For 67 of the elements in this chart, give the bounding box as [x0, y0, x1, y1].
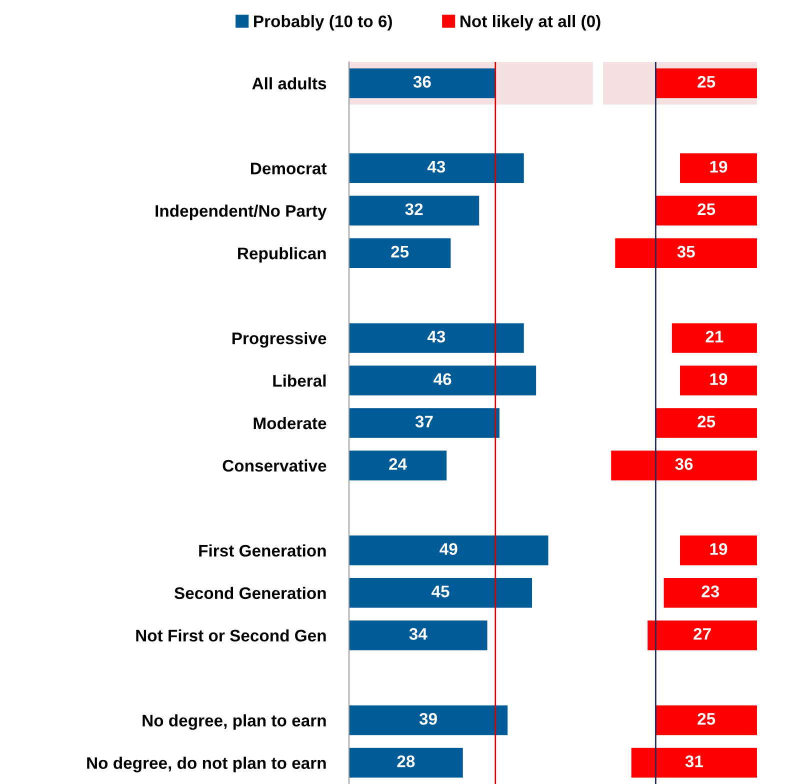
data-label: 25: [698, 712, 716, 725]
bar: [656, 196, 757, 226]
data-label: 19: [710, 160, 728, 173]
data-label: 43: [427, 160, 446, 173]
data-label: 45: [431, 586, 450, 598]
data-label: 49: [440, 543, 458, 555]
data-label: 24: [389, 458, 407, 470]
bar: [349, 536, 548, 566]
bar: [349, 153, 524, 184]
y-tick-label: Not First or Second Gen: [136, 629, 326, 642]
data-label: 37: [415, 416, 433, 428]
data-label: 43: [427, 330, 446, 343]
bar: [680, 366, 757, 396]
data-label: 23: [702, 586, 720, 598]
data-label: 19: [710, 373, 728, 386]
data-label: 25: [391, 246, 409, 258]
bar: [349, 408, 500, 438]
y-tick-label: Moderate: [254, 416, 326, 430]
data-label: 36: [413, 76, 431, 88]
data-label: 25: [698, 416, 716, 428]
legend-label: Probably (10 to 6): [254, 15, 392, 31]
data-label: 28: [397, 755, 415, 768]
bar: [349, 748, 463, 778]
y-tick-label: Progressive: [232, 332, 326, 348]
bar: [611, 450, 757, 480]
y-tick-label: Democrat: [251, 162, 327, 174]
bar: [349, 450, 447, 480]
data-label: 32: [405, 203, 423, 216]
y-tick-label: Second Generation: [174, 586, 326, 600]
data-label: 21: [706, 330, 724, 342]
bar: [349, 238, 451, 268]
data-label: 25: [698, 203, 716, 216]
data-label: 31: [685, 755, 703, 768]
data-label: 46: [434, 373, 452, 386]
data-label: 35: [677, 246, 695, 258]
data-label: 27: [694, 628, 711, 640]
bar: [631, 748, 757, 778]
bar: [349, 705, 508, 736]
bar: [349, 578, 532, 608]
legend-label: Not likely at all (0): [460, 15, 600, 31]
bar: [349, 620, 488, 650]
bar: [656, 705, 757, 736]
data-label: 36: [675, 458, 693, 470]
data-label: 34: [409, 628, 428, 640]
bar: [680, 536, 757, 566]
y-tick-label: Republican: [238, 247, 326, 263]
bar: [656, 68, 757, 98]
y-tick-label: Independent/No Party: [156, 204, 327, 220]
y-tick-label: Liberal: [273, 374, 326, 387]
y-tick-label: Conservative: [222, 459, 326, 472]
bar: [680, 153, 757, 184]
y-tick-label: All adults: [252, 77, 326, 90]
y-tick-label: No degree, plan to earn: [142, 714, 326, 730]
bar: [672, 323, 757, 353]
bar: [656, 408, 757, 438]
bar: [349, 323, 524, 353]
bar: [664, 578, 757, 608]
y-tick-label: No degree, do not plan to earn: [87, 756, 326, 772]
bar: [648, 620, 757, 650]
data-label: 39: [419, 712, 437, 725]
data-label: 19: [710, 543, 728, 555]
bar: [615, 238, 757, 268]
y-tick-label: First Generation: [199, 544, 326, 557]
bar: [349, 68, 496, 98]
bar: [349, 196, 480, 226]
bar: [349, 366, 536, 396]
data-label: 25: [698, 76, 716, 88]
